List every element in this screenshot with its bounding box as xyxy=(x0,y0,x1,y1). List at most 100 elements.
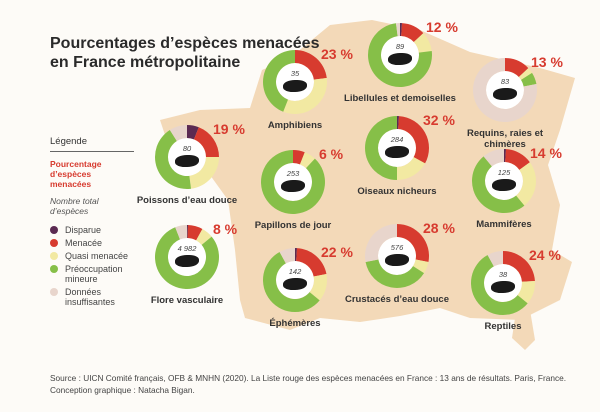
fish-icon xyxy=(175,155,199,167)
donut-segment-données-insuffisantes xyxy=(169,125,187,141)
group-label: Éphémères xyxy=(269,318,321,329)
donut-segment-données-insuffisantes xyxy=(279,248,295,264)
donut-segment-préoccupation-mineure xyxy=(263,251,320,312)
donut-segment-menacée xyxy=(187,225,203,241)
donut-segment-préoccupation-mineure xyxy=(472,156,525,213)
species-count: 142 xyxy=(288,267,302,276)
donut-segment-disparue xyxy=(187,125,199,140)
species-count: 83 xyxy=(500,77,510,86)
donut-segment-quasi-menacée xyxy=(413,33,432,53)
donut-segment-menacée xyxy=(193,127,219,157)
group-label: Crustacés d’eau douce xyxy=(344,294,449,305)
legend-label: Données insuffisantes xyxy=(65,287,115,307)
species-count: 125 xyxy=(497,168,511,177)
donut-segment-préoccupation-mineure xyxy=(261,150,325,214)
legend-swatch xyxy=(50,226,58,234)
legend-percent-label: Pourcentage d’espèces menacées xyxy=(50,159,102,189)
threatened-percent: 23 % xyxy=(321,46,353,62)
donut-segment-menacée xyxy=(296,248,327,277)
legend-item: Données insuffisantes xyxy=(50,287,134,307)
plant-icon xyxy=(175,255,199,267)
group-label: Oiseaux nicheurs xyxy=(357,186,437,197)
legend-swatch xyxy=(50,239,58,247)
donut-segment-quasi-menacée xyxy=(516,162,536,206)
donut-segment-préoccupation-mineure xyxy=(471,254,528,315)
mayfly-icon xyxy=(283,278,307,290)
group-label: Poissons d’eau douce xyxy=(136,195,238,206)
donut-segment-préoccupation-mineure xyxy=(368,23,432,88)
threatened-percent: 28 % xyxy=(423,220,455,236)
corsica xyxy=(512,310,535,350)
donut-segment-disparue xyxy=(504,149,507,163)
donut-segment-préoccupation-mineure xyxy=(365,259,425,288)
legend-label: Quasi menacée xyxy=(65,251,129,261)
shark-icon xyxy=(493,88,517,100)
title-line-2: en France métropolitaine xyxy=(50,54,241,71)
donut-segment-données-insuffisantes xyxy=(473,58,537,122)
donut-segment-quasi-menacée xyxy=(397,157,426,180)
france-mainland xyxy=(160,20,575,330)
donut-segment-quasi-menacée xyxy=(196,228,212,245)
legend-swatch xyxy=(50,288,58,296)
group-label: Flore vasculaire xyxy=(150,295,224,306)
threatened-percent: 13 % xyxy=(531,54,563,70)
donut-segment-menacée xyxy=(505,58,529,77)
threatened-percent: 22 % xyxy=(321,244,353,260)
group-label: Requins, raies et chimères xyxy=(466,128,544,150)
legend-item: Disparue xyxy=(50,225,134,235)
donut-chart xyxy=(263,248,327,312)
threatened-percent: 12 % xyxy=(426,19,458,35)
threatened-percent: 14 % xyxy=(530,145,562,161)
legend-items: Disparue Menacée Quasi menacée Préoccupatio… xyxy=(50,225,134,307)
donut-segment-disparue xyxy=(295,248,298,262)
donut-chart xyxy=(155,125,219,189)
threatened-percent: 8 % xyxy=(213,221,238,237)
donut-segment-quasi-menacée xyxy=(189,157,219,189)
butterfly-icon xyxy=(281,180,305,192)
donut-segment-données-insuffisantes xyxy=(175,225,187,240)
donut-segment-données-insuffisantes xyxy=(483,149,504,167)
threatened-percent: 32 % xyxy=(423,112,455,128)
donut-segment-quasi-menacée xyxy=(309,274,327,301)
donut-segment-données-insuffisantes xyxy=(487,251,503,267)
donut-segment-préoccupation-mineure xyxy=(155,129,192,189)
donut-segment-données-insuffisantes xyxy=(395,23,400,37)
donut-segment-quasi-menacée xyxy=(517,280,535,304)
legend-heading: Légende xyxy=(50,136,134,152)
source-note: Source : UICN Comité français, OFB & MNH… xyxy=(50,373,567,395)
legend-label: Préoccupation mineure xyxy=(65,264,123,284)
donut-segment-préoccupation-mineure xyxy=(263,50,295,112)
donut-segment-menacée xyxy=(397,224,429,262)
lizard-icon xyxy=(491,281,515,293)
legend-item: Quasi menacée xyxy=(50,251,134,261)
legend-swatch xyxy=(50,252,58,260)
threatened-percent: 19 % xyxy=(213,121,245,137)
crayfish-icon xyxy=(385,254,409,266)
legend-item: Menacée xyxy=(50,238,134,248)
donut-segment-menacée xyxy=(295,50,327,80)
threatened-percent: 24 % xyxy=(529,247,561,263)
species-count: 284 xyxy=(390,135,404,144)
donut-segment-menacée xyxy=(503,251,535,282)
donut-segment-menacée xyxy=(401,23,424,42)
legend-swatch xyxy=(50,265,58,273)
donut-segment-quasi-menacée xyxy=(518,68,533,80)
fox-icon xyxy=(492,179,516,191)
group-label: Amphibiens xyxy=(267,120,323,131)
legend: Légende Pourcentage d’espèces menacées N… xyxy=(50,136,134,310)
donut-segment-disparue xyxy=(400,23,403,37)
threatened-percent: 6 % xyxy=(319,146,344,162)
donut-chart xyxy=(365,116,429,180)
species-count: 4 982 xyxy=(177,244,197,253)
legend-label: Disparue xyxy=(65,225,102,235)
donut-chart xyxy=(472,149,536,213)
page-title: Pourcentages d’espèces menacées en Franc… xyxy=(50,34,319,72)
donut-segment-quasi-menacée xyxy=(283,77,327,114)
legend-count-label: Nombre total d’espèces xyxy=(50,196,99,216)
species-count: 253 xyxy=(286,169,300,178)
group-label: Papillons de jour xyxy=(254,220,332,231)
donut-segment-préoccupation-mineure xyxy=(155,227,219,289)
species-count: 80 xyxy=(182,144,192,153)
